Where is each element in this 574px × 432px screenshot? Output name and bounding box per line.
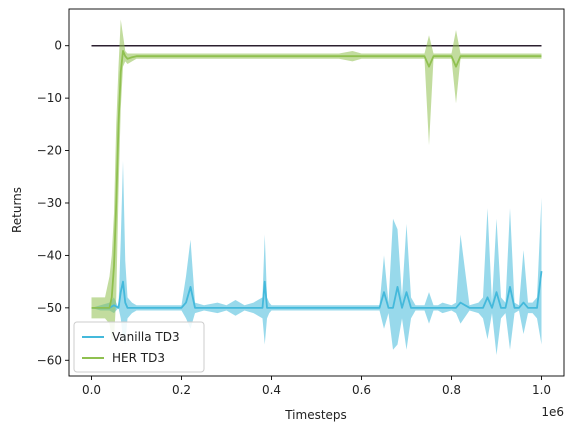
x-axis-label: Timesteps: [284, 408, 347, 422]
legend-entry-label: Vanilla TD3: [112, 330, 180, 344]
series-line-1: [91, 271, 543, 309]
legend-entry-label: HER TD3: [112, 351, 165, 365]
y-tick-label: −10: [37, 91, 62, 105]
legend-box: [73, 321, 205, 373]
y-tick-label: −50: [37, 301, 62, 315]
y-tick-label: −60: [37, 353, 62, 367]
series-line-2: [91, 50, 542, 309]
y-tick-label: −40: [37, 248, 62, 262]
axes: 0.0 0.2 0.4 0.6 0.8 1.0 0 −10 −20 −30 −40 −50 −60: [37, 8, 565, 397]
x-tick-label: 0.6: [352, 383, 371, 397]
legend: Vanilla TD3 HER TD3: [73, 321, 205, 373]
x-tick-label: 0.0: [82, 383, 101, 397]
y-tick-label: −20: [37, 144, 62, 158]
y-tick-label: 0: [54, 39, 62, 53]
plot-frame: [68, 8, 565, 377]
x-tick-label: 1.0: [532, 383, 551, 397]
y-tick-label: −30: [37, 196, 62, 210]
y-axis-label: Returns: [10, 187, 24, 233]
x-tick-label: 0.2: [172, 383, 191, 397]
plot-area: [91, 19, 543, 356]
x-tick-label: 0.8: [442, 383, 461, 397]
x-tick-label: 0.4: [262, 383, 281, 397]
x-axis-offset-label: 1e6: [541, 405, 564, 419]
series-band-2: [91, 19, 542, 340]
series-band-1: [91, 161, 542, 356]
